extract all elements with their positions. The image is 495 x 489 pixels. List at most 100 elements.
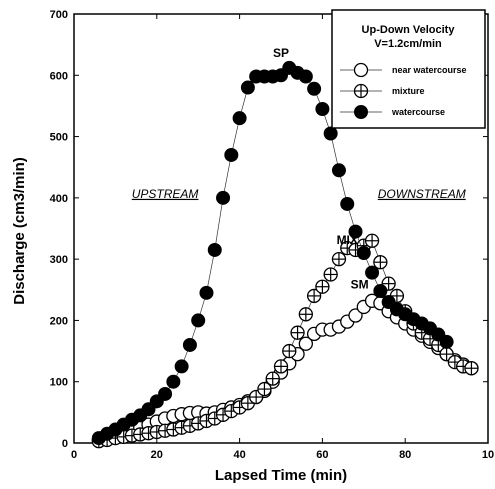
marker-dot: [174, 359, 189, 374]
y-tick-label: 400: [50, 193, 68, 205]
legend: Up-Down Velocity V=1.2cm/min near waterc…: [331, 9, 486, 129]
data-point: [464, 361, 479, 376]
data-point: [373, 255, 388, 270]
data-point: [348, 224, 363, 239]
data-point: [323, 267, 338, 282]
annotation-downstream: DOWNSTREAM: [378, 187, 466, 201]
data-point: [282, 343, 297, 359]
data-point: [166, 374, 181, 389]
legend-label: near watercourse: [392, 65, 467, 75]
legend-label: watercourse: [391, 107, 445, 117]
legend-entry-near-watercourse: near watercourse: [340, 62, 467, 78]
data-point: [207, 242, 222, 257]
marker-dot: [182, 337, 197, 352]
data-point: [356, 246, 371, 261]
marker-dot: [191, 313, 206, 328]
data-point: [224, 147, 239, 162]
data-point: [232, 111, 247, 126]
marker-dot: [331, 163, 346, 178]
marker-dot: [232, 111, 247, 126]
y-tick-label: 300: [50, 254, 68, 266]
legend-title-line1: Up-Down Velocity: [362, 24, 456, 36]
annotation-sp: SP: [273, 46, 289, 60]
data-point: [182, 337, 197, 352]
marker-dot: [240, 80, 255, 95]
y-tick-label: 200: [50, 315, 68, 327]
data-point: [257, 381, 272, 397]
data-point: [364, 233, 380, 248]
x-tick-label: 40: [233, 449, 245, 461]
legend-marker: [354, 105, 368, 119]
marker-circle: [298, 336, 313, 351]
y-axis-title: Discharge (cm3/min): [11, 157, 28, 305]
marker-dot: [354, 105, 368, 119]
marker-dot: [323, 126, 338, 141]
x-axis-title: Lapsed Time (min): [215, 467, 347, 484]
data-point: [298, 336, 313, 351]
annotation-layer: SP MIX SM UPSTREAM DOWNSTREAM: [132, 46, 466, 292]
marker-dot: [439, 334, 454, 349]
data-point: [273, 359, 289, 374]
series-watercourse: [91, 60, 454, 446]
marker-dot: [348, 224, 363, 239]
data-point: [315, 101, 330, 116]
data-point: [323, 126, 338, 141]
marker-dot: [207, 242, 222, 257]
series-mixture: [91, 233, 479, 449]
legend-title-line2: V=1.2cm/min: [374, 38, 442, 50]
data-point: [331, 251, 347, 267]
marker-dot: [315, 101, 330, 116]
y-tick-label: 500: [50, 132, 68, 144]
annotation-upstream: UPSTREAM: [132, 187, 199, 201]
series-layer: [91, 60, 479, 449]
data-point: [373, 284, 388, 299]
data-point: [240, 80, 255, 95]
marker-dot: [298, 69, 313, 84]
y-tick-label: 0: [62, 438, 68, 450]
x-tick-label: 10: [482, 449, 494, 461]
legend-label: mixture: [392, 86, 425, 96]
data-point: [306, 288, 322, 304]
annotation-sm: SM: [351, 278, 369, 292]
plot-frame: [73, 13, 489, 444]
marker-dot: [224, 147, 239, 162]
y-tick-label: 600: [50, 70, 68, 82]
marker-dot: [373, 284, 388, 299]
data-point: [307, 81, 322, 96]
data-point: [191, 313, 206, 328]
y-tick-label: 700: [50, 9, 68, 21]
data-point: [216, 190, 231, 205]
data-point: [290, 325, 305, 340]
data-point: [439, 334, 454, 349]
data-point: [298, 69, 313, 84]
marker-dot: [166, 374, 181, 389]
annotation-mix: MIX: [337, 233, 358, 247]
legend-marker: [353, 62, 369, 78]
data-point: [340, 196, 355, 211]
legend-entries: near watercourse mixture watercourse: [340, 62, 467, 119]
marker-dot: [158, 386, 173, 401]
x-tick-label: 60: [316, 449, 328, 461]
data-point: [365, 265, 380, 280]
marker-circle: [353, 62, 369, 78]
data-point: [315, 279, 330, 294]
legend-entry-watercourse: watercourse: [340, 105, 445, 119]
x-tick-label: 80: [399, 449, 411, 461]
data-point: [331, 163, 346, 178]
marker-circle: [348, 308, 363, 323]
y-tick-label: 100: [50, 377, 68, 389]
data-point: [158, 386, 173, 401]
marker-dot: [307, 81, 322, 96]
legend-entry-mixture: mixture: [340, 83, 425, 99]
marker-dot: [365, 265, 380, 280]
marker-dot: [216, 190, 231, 205]
data-point: [348, 308, 363, 323]
x-tick-label: 20: [151, 449, 163, 461]
marker-dot: [340, 196, 355, 211]
x-tick-label: 0: [71, 449, 77, 461]
marker-dot: [356, 246, 371, 261]
legend-marker: [353, 83, 369, 99]
data-point: [174, 359, 189, 374]
